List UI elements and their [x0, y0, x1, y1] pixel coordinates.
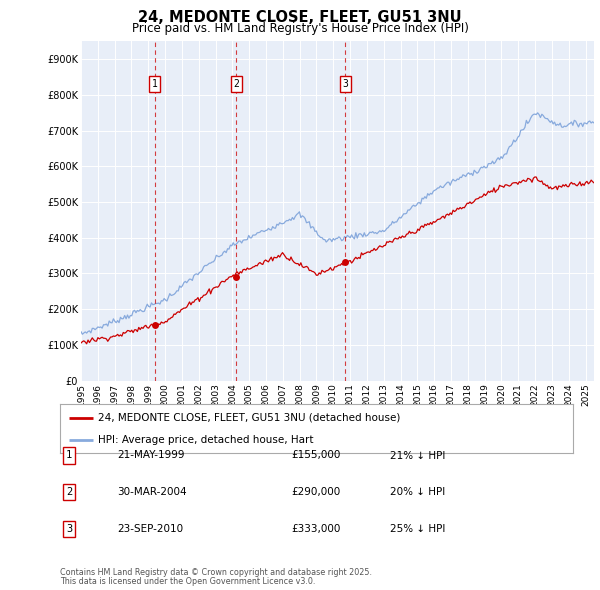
Text: £333,000: £333,000 [291, 524, 340, 533]
Text: 21-MAY-1999: 21-MAY-1999 [117, 451, 185, 460]
Text: 21% ↓ HPI: 21% ↓ HPI [390, 451, 445, 460]
Text: 2: 2 [66, 487, 72, 497]
Text: 30-MAR-2004: 30-MAR-2004 [117, 487, 187, 497]
Text: 1: 1 [152, 79, 158, 89]
Text: 24, MEDONTE CLOSE, FLEET, GU51 3NU (detached house): 24, MEDONTE CLOSE, FLEET, GU51 3NU (deta… [98, 412, 401, 422]
Text: 3: 3 [66, 524, 72, 533]
Text: This data is licensed under the Open Government Licence v3.0.: This data is licensed under the Open Gov… [60, 577, 316, 586]
Text: 25% ↓ HPI: 25% ↓ HPI [390, 524, 445, 533]
Text: Price paid vs. HM Land Registry's House Price Index (HPI): Price paid vs. HM Land Registry's House … [131, 22, 469, 35]
Text: 23-SEP-2010: 23-SEP-2010 [117, 524, 183, 533]
Text: HPI: Average price, detached house, Hart: HPI: Average price, detached house, Hart [98, 435, 314, 445]
Text: 24, MEDONTE CLOSE, FLEET, GU51 3NU: 24, MEDONTE CLOSE, FLEET, GU51 3NU [138, 10, 462, 25]
Text: Contains HM Land Registry data © Crown copyright and database right 2025.: Contains HM Land Registry data © Crown c… [60, 568, 372, 576]
Text: 20% ↓ HPI: 20% ↓ HPI [390, 487, 445, 497]
Text: 2: 2 [233, 79, 239, 89]
Text: 3: 3 [343, 79, 349, 89]
Text: £155,000: £155,000 [291, 451, 340, 460]
Text: 1: 1 [66, 451, 72, 460]
Text: £290,000: £290,000 [291, 487, 340, 497]
